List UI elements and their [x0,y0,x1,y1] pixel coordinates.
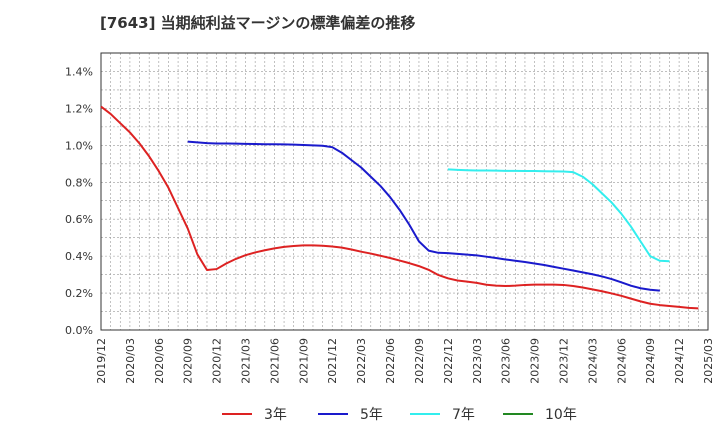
legend-label: 3年 [264,407,287,423]
x-tick-label: 2022/12 [442,338,455,384]
series-line-7年 [447,168,670,263]
y-tick-label: 0.4% [65,250,93,263]
y-tick-label: 1.4% [65,65,93,78]
x-tick-label: 2020/12 [211,338,224,384]
x-tick-label: 2023/06 [500,338,513,384]
x-tick-label: 2024/09 [644,338,657,384]
x-tick-label: 2022/03 [355,338,368,384]
x-tick-label: 2020/09 [182,338,195,384]
x-axis-ticks: 2019/12 2020/03 2020/06 2020/09 2020/12 2021/… [95,338,715,384]
x-tick-label: 2023/12 [557,338,570,384]
grid-layer [101,53,708,330]
y-tick-label: 0.8% [65,176,93,189]
x-tick-label: 2024/03 [586,338,599,384]
x-tick-label: 2024/12 [673,338,686,384]
y-tick-label: 0.0% [65,324,93,337]
x-tick-label: 2021/12 [326,338,339,384]
x-tick-label: 2019/12 [95,338,108,384]
x-tick-label: 2025/03 [702,338,715,384]
series-line-5年 [187,140,660,292]
series-line-3年 [100,105,699,310]
x-tick-label: 2021/09 [297,338,310,384]
y-tick-label: 1.2% [65,102,93,115]
x-tick-label: 2023/09 [529,338,542,384]
legend-label: 7年 [452,407,475,423]
legend: 3年 5年 7年 10年 [222,407,577,423]
legend-label: 10年 [545,407,577,423]
x-tick-label: 2023/03 [471,338,484,384]
y-tick-label: 0.6% [65,213,93,226]
x-tick-label: 2022/06 [384,338,397,384]
plot-frame [100,52,709,331]
x-tick-label: 2021/03 [240,338,253,384]
x-tick-label: 2020/06 [153,338,166,384]
x-tick-label: 2020/03 [124,338,137,384]
x-tick-label: 2024/06 [615,338,628,384]
x-tick-label: 2022/09 [413,338,426,384]
series-layer [100,105,699,310]
y-axis-ticks: 0.0% 0.2% 0.4% 0.6% 0.8% 1.0% 1.2% 1.4% [65,65,93,337]
y-tick-label: 1.0% [65,139,93,152]
x-tick-label: 2021/06 [268,338,281,384]
y-tick-label: 0.2% [65,287,93,300]
legend-label: 5年 [360,407,383,423]
chart-title: [7643] 当期純利益マージンの標準偏差の推移 [100,14,416,32]
